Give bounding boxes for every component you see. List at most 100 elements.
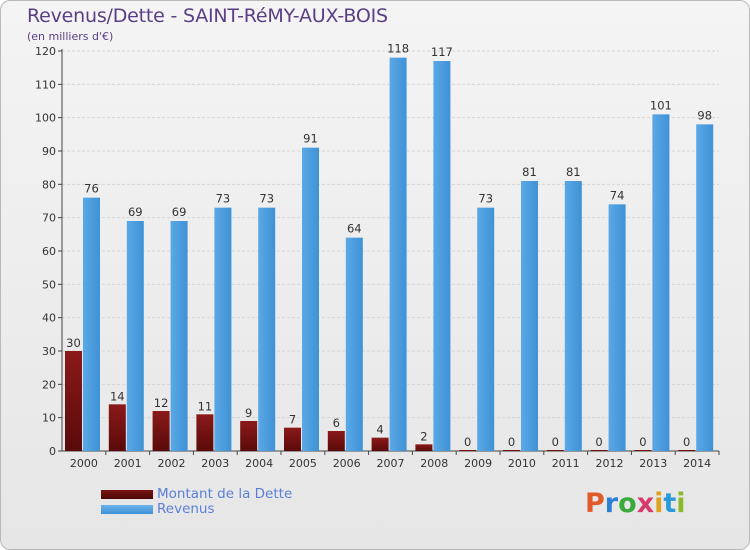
data-label-revenus: 73: [259, 192, 274, 206]
data-label-dette: 0: [639, 435, 646, 449]
bar-revenus: [652, 114, 670, 451]
data-label-dette: 11: [198, 399, 213, 413]
bar-revenus: [214, 207, 232, 451]
x-tick-label: 2014: [683, 457, 711, 470]
bar-revenus: [564, 181, 582, 451]
bar-revenus: [302, 147, 319, 451]
data-label-revenus: 76: [84, 182, 99, 196]
logo-letter: r: [604, 488, 619, 519]
y-tick-label: 100: [35, 112, 56, 125]
bar-revenus: [521, 181, 538, 451]
data-label-revenus: 101: [650, 98, 672, 112]
data-label-revenus: 74: [610, 188, 625, 202]
bar-dette: [108, 404, 126, 451]
y-tick-label: 70: [42, 212, 56, 225]
y-tick-label: 50: [42, 278, 56, 291]
x-tick-label: 2001: [114, 457, 142, 470]
data-label-revenus: 64: [347, 222, 362, 236]
bar-revenus: [696, 124, 714, 451]
y-tick-label: 60: [42, 245, 56, 258]
x-tick-label: 2011: [552, 457, 580, 470]
logo-letter: o: [618, 488, 637, 519]
data-label-revenus: 73: [216, 192, 231, 206]
bar-dette: [459, 450, 477, 451]
data-label-revenus: 117: [431, 45, 453, 59]
data-label-revenus: 81: [522, 165, 537, 179]
data-label-revenus: 69: [172, 205, 187, 219]
bar-dette: [634, 450, 652, 451]
legend-swatch-revenus: [101, 505, 153, 514]
bar-dette: [240, 421, 258, 451]
bar-revenus: [433, 61, 451, 451]
labels-layer: 2000307620011469200212692003117320049732…: [66, 42, 712, 470]
data-label-dette: 7: [289, 413, 296, 427]
y-tick-label: 0: [49, 445, 56, 458]
data-label-dette: 0: [683, 435, 690, 449]
bar-dette: [65, 351, 82, 451]
data-label-revenus: 73: [478, 192, 493, 206]
y-tick-label: 20: [42, 378, 56, 391]
bar-revenus: [389, 57, 407, 452]
data-label-revenus: 81: [566, 165, 581, 179]
bar-dette: [327, 431, 345, 451]
bar-dette: [678, 450, 696, 451]
x-tick-label: 2006: [333, 457, 361, 470]
chart-subtitle: (en milliers d'€): [27, 30, 114, 43]
data-label-revenus: 98: [697, 108, 712, 122]
y-tick-label: 80: [42, 178, 56, 191]
x-tick-label: 2003: [201, 457, 229, 470]
y-tick-label: 120: [35, 45, 56, 58]
bar-dette: [590, 450, 608, 451]
data-label-dette: 4: [376, 423, 383, 437]
y-tick-label: 110: [35, 78, 56, 91]
x-tick-label: 2002: [158, 457, 186, 470]
x-tick-label: 2007: [377, 457, 405, 470]
data-label-dette: 0: [595, 435, 602, 449]
legend-label-dette: Montant de la Dette: [157, 486, 293, 502]
y-tick-label: 90: [42, 145, 56, 158]
bar-dette: [152, 411, 170, 451]
data-label-dette: 0: [464, 435, 471, 449]
bar-dette: [415, 444, 433, 451]
legend-swatch-dette: [101, 490, 153, 499]
x-tick-label: 2013: [639, 457, 667, 470]
logo-letter: x: [636, 488, 655, 519]
data-label-dette: 14: [110, 389, 125, 403]
bar-revenus: [608, 204, 626, 451]
data-label-dette: 6: [333, 416, 340, 430]
logo-letter: t: [663, 488, 677, 519]
data-label-dette: 9: [245, 406, 252, 420]
data-label-dette: 2: [420, 429, 427, 443]
proxiti-logo: Proxiti: [585, 488, 686, 519]
x-tick-label: 2000: [70, 457, 98, 470]
bar-revenus: [258, 207, 276, 451]
data-label-dette: 30: [66, 336, 81, 350]
data-label-revenus: 69: [128, 205, 143, 219]
bar-revenus: [345, 237, 363, 451]
x-tick-label: 2009: [464, 457, 492, 470]
bar-dette: [371, 437, 389, 451]
logo-letter: P: [585, 488, 605, 519]
bar-dette: [284, 427, 301, 451]
data-label-revenus: 118: [387, 42, 409, 56]
data-label-dette: 0: [552, 435, 559, 449]
y-tick-label: 40: [42, 312, 56, 325]
bar-dette: [503, 450, 520, 451]
legend-label-revenus: Revenus: [157, 501, 215, 517]
logo-letter: i: [654, 488, 664, 519]
data-label-revenus: 91: [303, 132, 318, 146]
y-tick-label: 30: [42, 345, 56, 358]
data-label-dette: 12: [154, 396, 169, 410]
bar-revenus: [83, 197, 100, 451]
bars-layer: [65, 57, 714, 452]
bar-dette: [546, 450, 564, 451]
bar-revenus: [477, 207, 495, 451]
data-label-dette: 0: [508, 435, 515, 449]
x-tick-label: 2012: [596, 457, 624, 470]
x-tick-label: 2005: [289, 457, 317, 470]
bar-revenus: [126, 221, 144, 451]
x-tick-label: 2004: [245, 457, 273, 470]
bar-dette: [196, 414, 214, 451]
